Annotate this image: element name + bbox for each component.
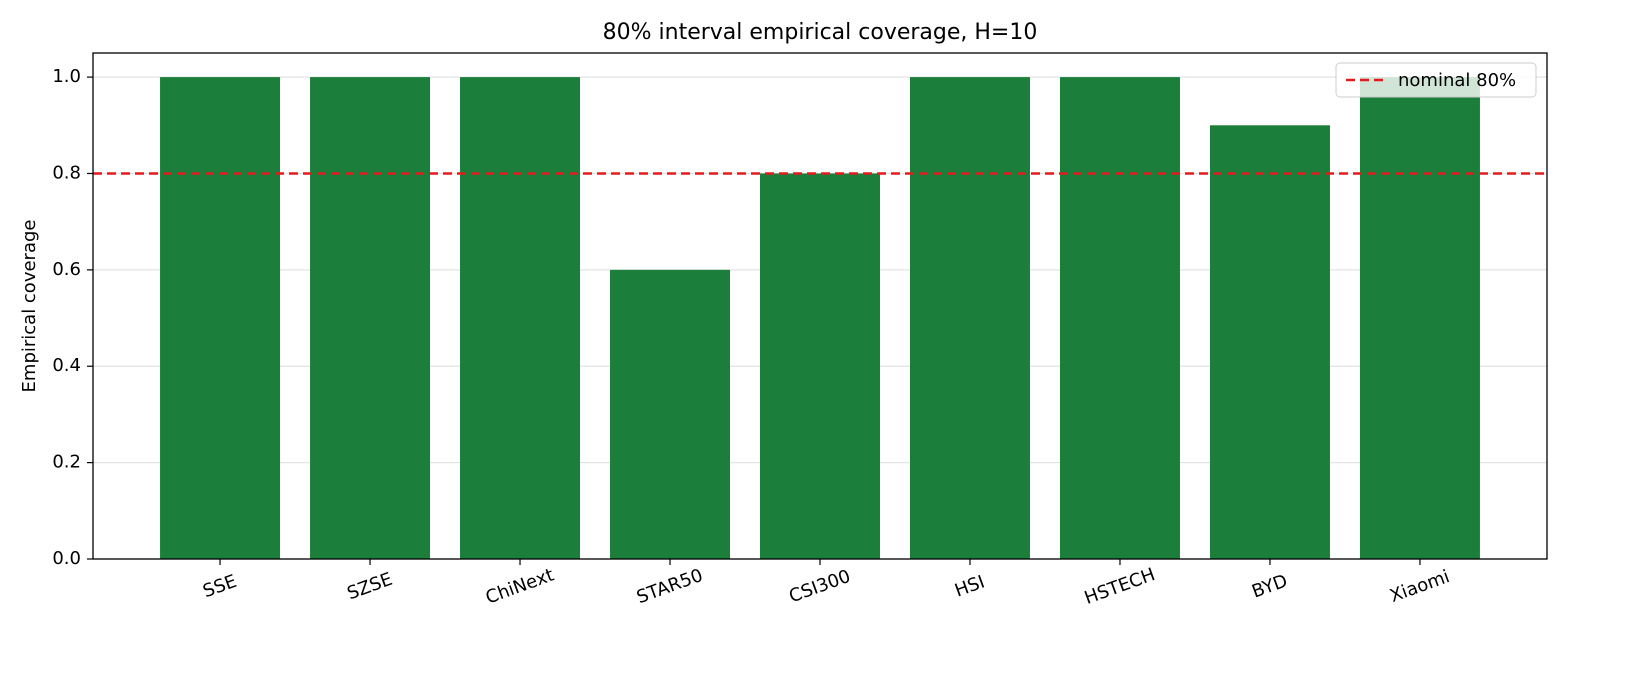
legend-box [1335,62,1537,98]
x-tick-label: STAR50 [634,565,706,608]
y-axis-label: Empirical coverage [19,220,40,393]
y-tick-label: 0.4 [52,355,81,376]
x-tick-label: SSE [200,571,239,602]
bar [909,77,1030,559]
y-tick-label: 0.6 [52,259,81,280]
plot-frame [92,52,1548,560]
y-tick-label: 0.0 [52,548,81,569]
y-tick-label: 1.0 [52,66,81,87]
bar [1059,77,1180,559]
bar [760,173,880,559]
bar [160,77,281,559]
legend-label: nominal 80% [1398,70,1516,91]
bar [460,77,581,559]
x-tick-label: Xiaomi [1387,566,1452,607]
y-tick-label: 0.2 [52,452,81,473]
bar [310,77,431,559]
x-tick-label: HSTECH [1082,564,1158,609]
bar [1359,77,1480,559]
x-tick-label: ChiNext [483,565,557,609]
x-tick-label: SZSE [344,569,395,605]
legend: nominal 80% [1335,62,1537,98]
chart-title: 80% interval empirical coverage, H=10 [603,20,1038,45]
x-tick-label: HSI [952,571,988,601]
bar [1209,125,1330,560]
bar [610,269,731,559]
x-tick-label: CSI300 [786,566,853,608]
y-tick-label: 0.8 [52,162,81,183]
x-tick-label: BYD [1249,570,1290,602]
